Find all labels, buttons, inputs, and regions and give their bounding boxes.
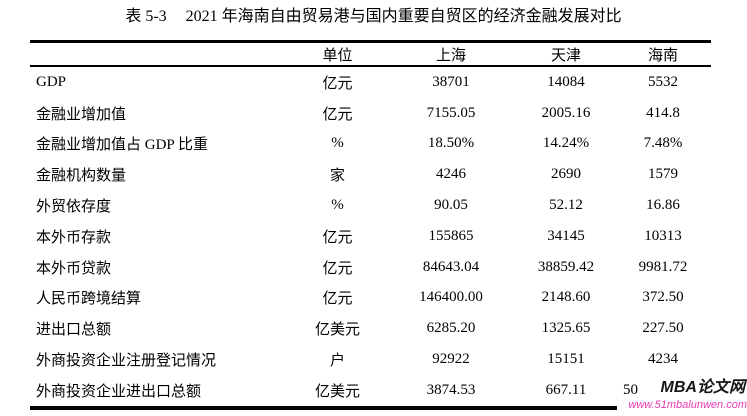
shanghai-value-cell: 146400.00: [419, 289, 483, 306]
shanghai-value-cell: 90.05: [434, 197, 468, 214]
shanghai-value-cell: 92922: [432, 351, 470, 368]
hainan-value-cell: 9981.72: [638, 258, 688, 275]
table-row: 进出口总额 亿美元 6285.20 1325.65 227.50: [30, 313, 711, 344]
shanghai-value-cell: 38701: [432, 73, 470, 90]
page-title: 2021 年海南自由贸易港与国内重要自贸区的经济金融发展对比: [185, 8, 622, 25]
unit-cell: %: [331, 135, 344, 152]
shanghai-value-cell: 6285.20: [426, 320, 476, 337]
hainan-value-cell: 7.48%: [643, 135, 683, 152]
row-label-cell: 进出口总额: [36, 322, 112, 339]
hainan-value-cell: 10313: [644, 227, 682, 244]
table-row: 外商投资企业注册登记情况 户 92922 15151 4234: [30, 344, 711, 375]
tianjin-value-cell: 2148.60: [541, 289, 591, 306]
row-label-cell: GDP: [36, 73, 67, 90]
table-caption: 表 5-3 2021 年海南自由贸易港与国内重要自贸区的经济金融发展对比: [0, 7, 747, 27]
header-shanghai: 上海: [385, 41, 517, 67]
table-header-row: 单位 上海 天津 海南: [30, 41, 711, 67]
hainan-value-cell: 414.8: [646, 104, 680, 121]
tianjin-value-cell: 2690: [551, 166, 581, 183]
row-label-cell: 金融业增加值占 GDP 比重: [36, 137, 208, 154]
row-label-cell: 本外币存款: [36, 229, 112, 246]
table-row: 外贸依存度% 90.05 52.12 16.86: [30, 190, 711, 221]
comparison-table: 单位 上海 天津 海南 GDP 亿元 38701 14084 5532 金融业增加值 亿元 7…: [30, 40, 711, 410]
table-row: 本外币存款 亿元 155865 34145 10313: [30, 221, 711, 252]
hainan-value-cell: 1579: [648, 166, 678, 183]
tianjin-value-cell: 2005.16: [541, 104, 591, 121]
unit-cell: 亿元: [322, 106, 353, 123]
hainan-value-cell: 227.50: [642, 320, 684, 337]
tianjin-value-cell: 1325.65: [541, 320, 591, 337]
header-tianjin: 天津: [517, 41, 615, 67]
table-row: GDP 亿元 38701 14084 5532: [30, 66, 711, 98]
shanghai-value-cell: 18.50%: [427, 135, 475, 152]
row-label-cell: 外商投资企业进出口总额: [36, 383, 202, 400]
unit-cell: 家: [329, 168, 345, 185]
tianjin-value-cell: 52.12: [549, 197, 583, 214]
shanghai-value-cell: 4246: [436, 166, 466, 183]
hainan-value-cell: 50: [623, 381, 638, 398]
table-row: 本外币贷款 亿元 84643.04 38859.42 9981.72: [30, 252, 711, 283]
tianjin-value-cell: 34145: [547, 227, 585, 244]
watermark-url: www.51mbalunwen.com: [617, 398, 747, 416]
table-body: GDP 亿元 38701 14084 5532 金融业增加值 亿元 7155.05 2005.1…: [30, 66, 711, 408]
table-row: 外商投资企业进出口总额 亿美元 3874.53 667.11 50: [30, 375, 711, 408]
shanghai-value-cell: 84643.04: [422, 258, 480, 275]
tianjin-value-cell: 667.11: [545, 381, 587, 398]
hainan-value-cell: 16.86: [646, 197, 680, 214]
tianjin-value-cell: 15151: [547, 351, 585, 368]
row-label-cell: 本外币贷款: [36, 260, 112, 277]
shanghai-value-cell: 7155.05: [426, 104, 476, 121]
row-label-cell: 外商投资企业注册登记情况: [36, 353, 217, 370]
unit-cell: 亿元: [322, 291, 353, 308]
row-label-cell: 外贸依存度: [36, 199, 112, 216]
header-hainan: 海南: [615, 41, 711, 67]
shanghai-value-cell: 3874.53: [426, 381, 476, 398]
tianjin-value-cell: 14084: [547, 73, 585, 90]
watermark-brand: MBA论文网: [660, 379, 745, 396]
table-number: 表 5-3: [125, 8, 167, 25]
row-label-cell: 人民币跨境结算: [36, 291, 142, 308]
unit-cell: 亿元: [322, 260, 353, 277]
hainan-value-cell: 372.50: [642, 289, 684, 306]
unit-cell: 亿美元: [314, 383, 360, 400]
table-row: 金融业增加值 亿元 7155.05 2005.16 414.8: [30, 98, 711, 129]
unit-cell: 亿元: [322, 75, 353, 92]
tianjin-value-cell: 14.24%: [542, 135, 590, 152]
header-indicator: [30, 41, 290, 67]
hainan-value-cell: 5532: [648, 73, 678, 90]
table-row: 人民币跨境结算 亿元 146400.00 2148.60 372.50: [30, 283, 711, 314]
unit-cell: 户: [329, 353, 345, 370]
hainan-value-cell: 4234: [648, 351, 678, 368]
row-label-cell: 金融业增加值: [36, 106, 127, 123]
unit-cell: 亿元: [322, 229, 353, 246]
row-label-cell: 金融机构数量: [36, 168, 127, 185]
unit-cell: 亿美元: [314, 322, 360, 339]
table-row: 金融业增加值占 GDP 比重% 18.50% 14.24% 7.48%: [30, 129, 711, 160]
unit-cell: %: [331, 197, 344, 214]
shanghai-value-cell: 155865: [428, 227, 474, 244]
tianjin-value-cell: 38859.42: [537, 258, 595, 275]
table-row: 金融机构数量 家 4246 2690 1579: [30, 159, 711, 190]
header-unit: 单位: [290, 41, 385, 67]
